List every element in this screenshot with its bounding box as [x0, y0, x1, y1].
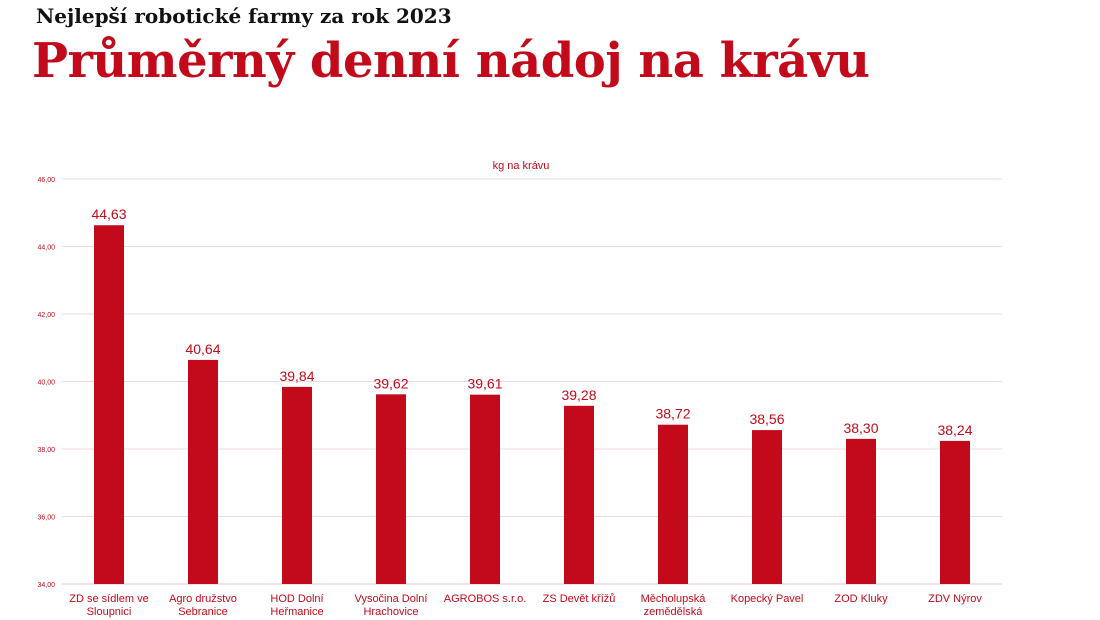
y-axis-ticks: 34,00 36,00 38,00 40,00 42,00 44,00 46,00 — [37, 177, 55, 589]
page-title: Průměrný denní nádoj na krávu — [32, 33, 870, 89]
x-tick-label: Měcholupská zemědělská — [641, 593, 707, 618]
y-tick-label: 44,00 — [37, 245, 55, 252]
x-tick-label: ZDV Nýrov — [928, 593, 982, 605]
x-tick-label: ZS Devět křížů — [543, 593, 616, 605]
data-label: 39,61 — [467, 376, 502, 392]
y-tick-label: 42,00 — [37, 312, 55, 319]
x-tick-label: ZD se sídlem ve Sloupnici — [69, 593, 148, 618]
data-label: 39,62 — [373, 375, 408, 391]
data-label: 38,56 — [749, 411, 784, 427]
bar — [188, 359, 218, 584]
bar — [94, 225, 124, 585]
bar — [470, 394, 500, 584]
supertitle: Nejlepší robotické farmy za rok 2023 — [36, 4, 452, 28]
data-label: 44,63 — [91, 206, 126, 222]
bar — [282, 386, 312, 584]
data-label: 39,84 — [279, 368, 314, 384]
bar — [376, 394, 406, 584]
value-labels: 44,63 40,64 39,84 39,62 39,61 39,28 38,72 38,56… — [91, 206, 972, 438]
y-tick-label: 40,00 — [37, 380, 55, 387]
bar — [752, 430, 782, 584]
x-tick-label: Kopecký Pavel — [731, 593, 804, 605]
x-tick-label: HOD Dolní Heřmanice — [270, 593, 323, 618]
gridlines — [62, 178, 1002, 585]
data-label: 40,64 — [185, 341, 220, 357]
data-label: 38,30 — [843, 420, 878, 436]
y-tick-label: 38,00 — [37, 447, 55, 454]
data-label: 38,24 — [937, 422, 972, 438]
data-label: 38,72 — [655, 406, 690, 422]
x-tick-label: Vysočina Dolní Hrachovice — [355, 593, 428, 618]
y-tick-label: 34,00 — [37, 582, 55, 589]
y-axis-label: kg na krávu — [493, 160, 550, 172]
bars — [94, 225, 970, 585]
y-tick-label: 46,00 — [37, 177, 55, 184]
bar — [846, 438, 876, 584]
bar — [564, 405, 594, 584]
x-tick-label: AGROBOS s.r.o. — [444, 593, 527, 605]
x-axis-labels: ZD se sídlem ve Sloupnici Agro družstvo Seb… — [69, 593, 982, 618]
y-tick-label: 36,00 — [37, 515, 55, 522]
bar — [658, 424, 688, 584]
bar — [940, 440, 970, 584]
data-label: 39,28 — [561, 387, 596, 403]
x-tick-label: ZOD Kluky — [834, 593, 888, 605]
x-tick-label: Agro družstvo Sebranice — [169, 593, 237, 618]
